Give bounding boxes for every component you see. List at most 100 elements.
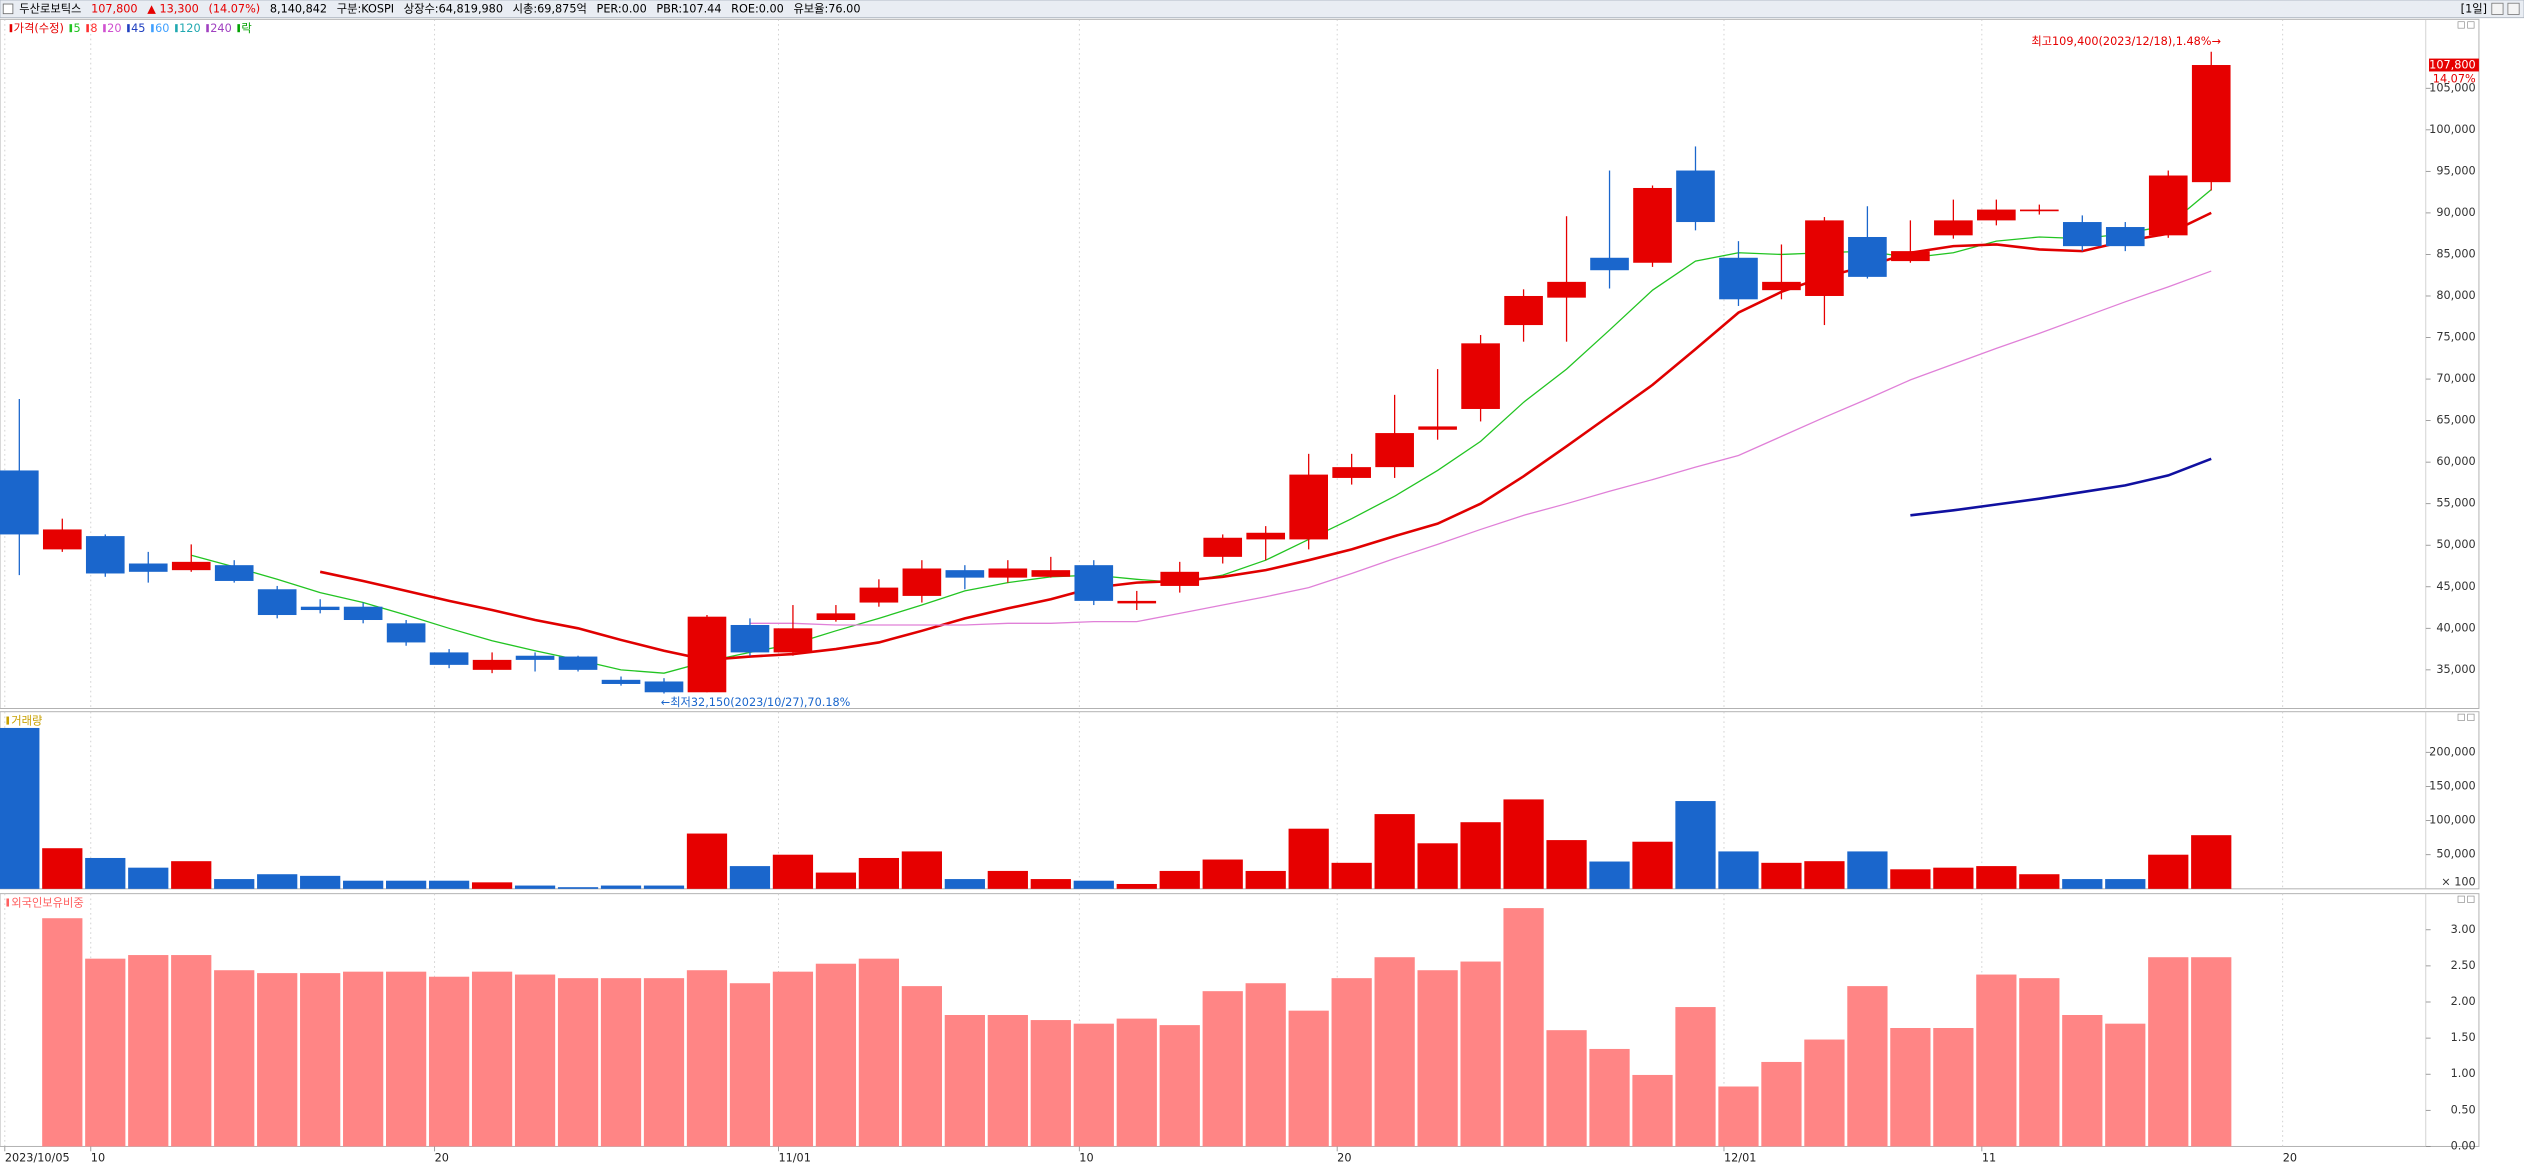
- candle-body: [558, 656, 598, 670]
- bar: [171, 955, 212, 1147]
- candle-body: [0, 470, 39, 535]
- moving-average-line: [749, 270, 2212, 626]
- bar: [2019, 978, 2060, 1147]
- candle-body: [472, 659, 512, 670]
- bar: [557, 887, 599, 889]
- x-tick-label: 10: [1079, 1152, 1093, 1165]
- header-item: 구분:KOSPI: [337, 3, 394, 16]
- header-item: 상장수:64,819,980: [404, 3, 503, 16]
- bar: [171, 861, 212, 889]
- candle-body: [343, 606, 383, 621]
- candle-body: [773, 628, 813, 653]
- y-tick-label: 95,000: [2436, 164, 2475, 177]
- bar: [343, 971, 384, 1147]
- bar: [1245, 983, 1286, 1147]
- bar: [643, 978, 685, 1147]
- bar: [2148, 854, 2189, 889]
- header-bar: [0, 0, 2524, 19]
- candle-body: [1633, 187, 1672, 263]
- y-tick-label: 50,000: [2436, 848, 2475, 861]
- panel-button: [2457, 713, 2465, 721]
- candle-body: [257, 589, 297, 616]
- header-item: PBR:107.44: [656, 3, 721, 16]
- legend-label: 락: [241, 22, 251, 35]
- candle-body: [42, 529, 82, 550]
- y-tick-label: 40,000: [2436, 621, 2475, 634]
- bar: [85, 958, 126, 1147]
- candle-body: [171, 561, 211, 571]
- candle-body: [1891, 251, 1930, 262]
- candle-body: [687, 616, 727, 693]
- candle-body: [2062, 222, 2102, 247]
- legend-swatch: [151, 24, 154, 33]
- y-tick-label: 0.00: [2451, 1139, 2476, 1152]
- panel-button: [2467, 21, 2475, 29]
- x-tick-label: 2023/10/05: [5, 1152, 70, 1165]
- bar: [428, 880, 470, 889]
- bar: [1331, 862, 1372, 889]
- timeframe[interactable]: [1일]: [2461, 2, 2487, 16]
- bar: [858, 857, 900, 889]
- panel-title-swatch: [6, 716, 10, 725]
- bar: [1073, 1023, 1114, 1147]
- header-item: ROE:0.00: [731, 3, 784, 16]
- legend-swatch: [175, 24, 178, 33]
- bar: [1417, 970, 1458, 1147]
- header-item: 107,800: [91, 3, 138, 16]
- bar: [1632, 1074, 1673, 1147]
- candle-body: [1590, 257, 1629, 271]
- header-icon[interactable]: [2, 3, 14, 15]
- bar: [85, 857, 126, 889]
- bar: [0, 727, 40, 889]
- candle-body: [730, 624, 770, 653]
- candle-body: [902, 568, 942, 596]
- bar: [1632, 841, 1673, 889]
- bar: [1331, 978, 1372, 1147]
- candle-body: [429, 652, 469, 665]
- bar: [386, 880, 427, 889]
- header-item: 시총:69,875억: [513, 3, 587, 16]
- unit-label: × 100: [2441, 875, 2475, 888]
- bar: [257, 874, 298, 889]
- bar: [1718, 851, 1759, 889]
- y-tick-label: 65,000: [2436, 414, 2475, 427]
- bar: [2105, 879, 2146, 889]
- bar: [2148, 957, 2189, 1147]
- bar: [1976, 866, 2017, 889]
- bar: [1030, 1020, 1071, 1147]
- bar: [1116, 1018, 1157, 1147]
- legend-swatch: [237, 24, 240, 33]
- bar: [1374, 814, 1415, 889]
- panel-button: [2457, 21, 2465, 29]
- bar: [514, 974, 556, 1147]
- candle-body: [1547, 281, 1586, 298]
- y-tick-label: 1.50: [2451, 1031, 2476, 1044]
- bar: [1589, 1048, 1630, 1147]
- candle-body: [1074, 565, 1114, 601]
- bar: [1933, 1028, 1974, 1147]
- bar: [815, 963, 857, 1147]
- candle-body: [601, 679, 641, 684]
- bar: [42, 848, 83, 889]
- y-tick-label: 60,000: [2436, 455, 2475, 468]
- bar: [600, 978, 642, 1147]
- candle-body: [2020, 209, 2059, 212]
- bar: [772, 854, 814, 889]
- panel-button: [2467, 713, 2475, 721]
- candle-body: [1289, 474, 1328, 540]
- x-tick-label: 11: [1982, 1152, 1996, 1165]
- panel-frame: [0, 18, 2480, 709]
- bar: [1288, 828, 1329, 889]
- candle-body: [515, 655, 555, 660]
- window-close[interactable]: [2507, 2, 2520, 15]
- bar: [214, 970, 255, 1147]
- bar: [944, 1015, 985, 1147]
- window-button[interactable]: [2491, 2, 2504, 15]
- bar: [1890, 869, 1931, 889]
- candle-body: [1418, 426, 1457, 430]
- candle-body: [1246, 532, 1286, 540]
- bar: [514, 885, 556, 889]
- legend-label: 가격(수정): [14, 21, 64, 35]
- bar: [1890, 1028, 1931, 1147]
